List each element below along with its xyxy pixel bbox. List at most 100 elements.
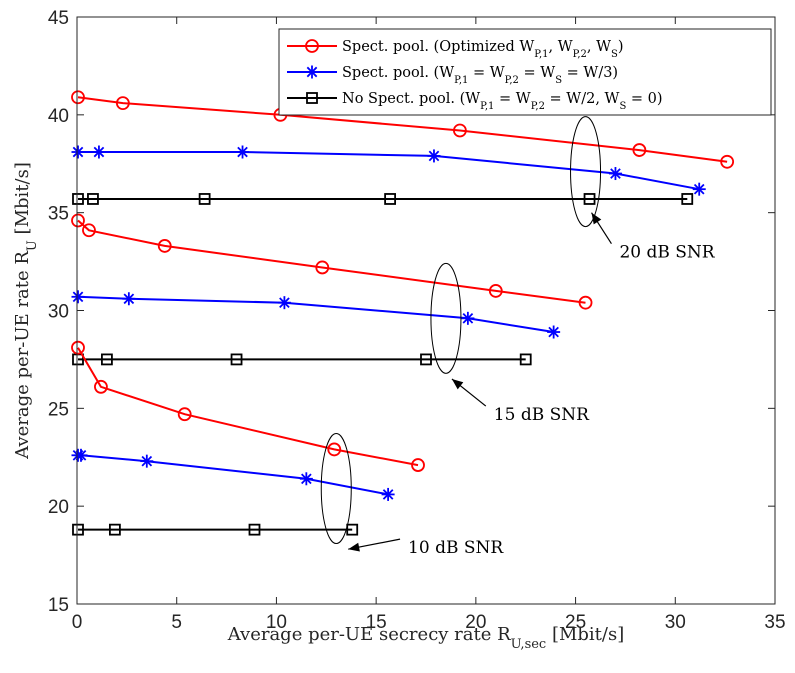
data-point bbox=[236, 145, 250, 159]
arrow-head bbox=[591, 212, 602, 225]
ticks-group: 0 5 10 15 20 25 30 35 15 20 25 30 35 40 45 bbox=[48, 8, 786, 633]
data-point bbox=[71, 145, 85, 159]
data-point bbox=[115, 96, 130, 110]
y-tick-label: 45 bbox=[48, 8, 69, 29]
arrow-head bbox=[348, 542, 360, 552]
y-tick-label: 25 bbox=[48, 399, 69, 420]
data-point bbox=[87, 193, 99, 205]
legend-entry-equal: Spect. pool. (WP,1 = WP,2 = WS = W/3) bbox=[287, 65, 618, 86]
legend-label: Spect. pool. (Optimized WP,1, WP,2, WS) bbox=[342, 39, 624, 60]
data-point bbox=[122, 292, 136, 306]
legend-marker bbox=[306, 92, 318, 104]
data-point bbox=[381, 487, 395, 501]
snr-ellipse bbox=[320, 433, 352, 545]
data-point bbox=[71, 90, 85, 105]
series-equal-10-db-snr bbox=[71, 448, 395, 501]
snr-label: 20 dB SNR bbox=[619, 243, 715, 263]
data-point bbox=[315, 260, 330, 275]
data-point bbox=[681, 193, 694, 205]
data-point bbox=[608, 167, 622, 181]
series-nopool-10-db-snr bbox=[72, 523, 359, 536]
data-point bbox=[692, 182, 706, 196]
data-point bbox=[140, 454, 154, 468]
series-optimized-10-db-snr bbox=[71, 340, 425, 472]
legend-marker bbox=[305, 65, 319, 79]
data-point bbox=[453, 123, 467, 138]
data-point bbox=[519, 353, 532, 366]
series-group bbox=[71, 90, 735, 536]
x-tick-label: 35 bbox=[764, 612, 785, 633]
series-nopool-20-db-snr bbox=[72, 193, 694, 205]
snr-ellipse bbox=[570, 116, 602, 228]
arrow-head bbox=[451, 379, 464, 390]
data-point bbox=[720, 154, 735, 169]
legend-box bbox=[278, 28, 772, 116]
series-equal-20-db-snr bbox=[71, 145, 706, 196]
data-point bbox=[277, 296, 291, 310]
x-tick-label: 15 bbox=[366, 612, 387, 633]
data-point bbox=[92, 145, 106, 159]
y-tick-label: 30 bbox=[48, 302, 69, 323]
series-equal-15-db-snr bbox=[71, 290, 561, 339]
data-point bbox=[72, 523, 84, 536]
annotation-15-db-snr: 15 dB SNR bbox=[430, 262, 590, 425]
data-point bbox=[327, 442, 342, 457]
data-point bbox=[230, 353, 243, 366]
data-point bbox=[71, 290, 85, 304]
x-axis-label: Average per-UE secrecy rate RU,sec [Mbit… bbox=[227, 624, 624, 652]
data-point bbox=[108, 523, 121, 536]
annotation-20-db-snr: 20 dB SNR bbox=[570, 116, 716, 263]
snr-label: 10 dB SNR bbox=[408, 538, 504, 558]
axis-labels-group: Average per-UE secrecy rate RU,sec [Mbit… bbox=[12, 162, 624, 651]
legend-entry-nopool: No Spect. pool. (WP,1 = WP,2 = W/2, WS =… bbox=[287, 91, 663, 112]
y-tick-label: 40 bbox=[48, 106, 69, 127]
data-point bbox=[82, 223, 96, 238]
data-point bbox=[177, 407, 192, 422]
x-tick-label: 0 bbox=[72, 612, 83, 633]
data-point bbox=[411, 458, 425, 472]
data-point bbox=[71, 213, 85, 228]
snr-ellipse bbox=[430, 262, 462, 374]
data-point bbox=[488, 284, 503, 298]
data-point bbox=[72, 193, 84, 205]
series-line bbox=[77, 219, 586, 304]
x-tick-label: 30 bbox=[665, 612, 686, 633]
legend: Spect. pool. (Optimized WP,1, WP,2, WS) S… bbox=[278, 28, 772, 116]
series-line bbox=[77, 347, 419, 467]
data-point bbox=[248, 523, 261, 536]
data-point bbox=[157, 239, 172, 253]
y-axis-label: Average per-UE rate RU [Mbit/s] bbox=[12, 162, 40, 460]
y-tick-label: 35 bbox=[48, 204, 69, 225]
data-point bbox=[547, 325, 561, 339]
annotation-10-db-snr: 10 dB SNR bbox=[320, 433, 504, 558]
data-point bbox=[632, 143, 647, 157]
x-tick-label: 5 bbox=[171, 612, 182, 633]
legend-label: No Spect. pool. (WP,1 = WP,2 = W/2, WS =… bbox=[342, 91, 663, 112]
legend-marker bbox=[305, 39, 319, 53]
x-tick-label: 10 bbox=[266, 612, 287, 633]
x-tick-label: 25 bbox=[565, 612, 586, 633]
data-point bbox=[578, 295, 593, 310]
series-line bbox=[77, 96, 728, 163]
series-optimized-15-db-snr bbox=[71, 213, 593, 310]
data-point bbox=[71, 340, 85, 355]
data-point bbox=[299, 472, 313, 486]
data-point bbox=[384, 193, 397, 205]
y-tick-label: 20 bbox=[48, 497, 69, 518]
data-point bbox=[101, 353, 113, 366]
legend-entry-optimized: Spect. pool. (Optimized WP,1, WP,2, WS) bbox=[287, 39, 624, 60]
snr-label: 15 dB SNR bbox=[494, 405, 590, 425]
x-tick-label: 20 bbox=[465, 612, 486, 633]
data-point bbox=[427, 149, 441, 163]
data-point bbox=[420, 353, 432, 366]
data-point bbox=[74, 448, 88, 462]
legend-label: Spect. pool. (WP,1 = WP,2 = WS = W/3) bbox=[342, 65, 618, 86]
series-optimized-20-db-snr bbox=[71, 90, 735, 169]
data-point bbox=[198, 193, 211, 205]
data-point bbox=[583, 193, 596, 205]
data-point bbox=[94, 379, 108, 394]
y-tick-label: 15 bbox=[48, 595, 69, 616]
annotation-group: 20 dB SNR 15 dB SNR 10 dB SNR bbox=[320, 116, 716, 558]
data-point bbox=[346, 523, 359, 536]
